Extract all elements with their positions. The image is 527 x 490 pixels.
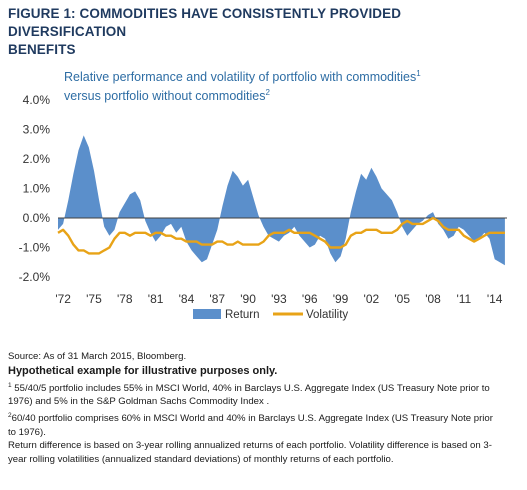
y-tick-label: -1.0%	[19, 241, 51, 255]
x-tick-label: '02	[364, 292, 380, 306]
x-tick-label: '87	[209, 292, 225, 306]
footnote-1-line1: 55/40/5 portfolio includes 55% in MSCI W…	[11, 382, 490, 394]
y-axis-tick-labels: 4.0% 3.0% 2.0% 1.0% 0.0% -1.0% -2.0%	[19, 93, 51, 284]
methodology-line2: year rolling volatilities (annualized st…	[8, 453, 394, 465]
figure-title: FIGURE 1: COMMODITIES HAVE CONSISTENTLY …	[8, 5, 520, 59]
return-area	[58, 135, 505, 266]
x-axis-tick-labels: '72 '75 '78 '81 '84 '87 '90 '93 '96 '99 '02 '05 '08 '…	[55, 292, 502, 306]
source-note: Source: As of 31 March 2015, Bloomberg.	[8, 351, 187, 362]
x-tick-label: '84	[179, 292, 195, 306]
figure-title-line2: BENEFITS	[8, 42, 76, 57]
subtitle-line1: Relative performance and volatility of p…	[64, 70, 417, 85]
y-tick-label: -2.0%	[19, 270, 51, 284]
x-tick-label: '05	[394, 292, 410, 306]
legend-return-swatch	[193, 309, 221, 319]
volatility-line-series	[57, 216, 505, 255]
y-tick-label: 3.0%	[23, 123, 51, 137]
x-tick-label: '78	[117, 292, 133, 306]
subtitle-footnote-1: 1	[416, 69, 421, 78]
footnote-2: 260/40 portfolio comprises 60% in MSCI W…	[8, 409, 520, 426]
y-tick-label: 4.0%	[23, 93, 51, 107]
x-tick-label: '93	[271, 292, 287, 306]
footnote-2-marker: 2	[8, 411, 12, 419]
footnote-1-line2: 1976) and 5% in the S&P Goldman Sachs Co…	[8, 396, 270, 408]
y-tick-label: 0.0%	[23, 211, 51, 225]
footnote-2-line2: to 1976).	[8, 426, 46, 438]
volatility-line	[57, 216, 505, 255]
x-tick-label: '75	[86, 292, 102, 306]
return-area-series	[58, 135, 505, 266]
x-tick-label: '90	[240, 292, 256, 306]
legend-return-label: Return	[225, 309, 260, 321]
footnote-2-line1: 60/40 portfolio comprises 60% in MSCI Wo…	[11, 413, 493, 425]
figure-title-line1: FIGURE 1: COMMODITIES HAVE CONSISTENTLY …	[8, 6, 402, 39]
hypothetical-note: Hypothetical example for illustrative pu…	[8, 364, 278, 377]
x-tick-label: '81	[148, 292, 164, 306]
footnote-1: 1 55/40/5 portfolio includes 55% in MSCI…	[8, 379, 520, 396]
y-tick-label: 2.0%	[23, 152, 51, 166]
chart-legend: Return Volatility	[193, 309, 348, 321]
figure-notes: Source: As of 31 March 2015, Bloomberg. …	[8, 350, 520, 467]
x-tick-label: '08	[425, 292, 441, 306]
subtitle-footnote-2: 2	[265, 88, 270, 98]
relative-performance-chart: 4.0% 3.0% 2.0% 1.0% 0.0% -1.0% -2.0% '72 '75 '78…	[19, 93, 507, 321]
x-tick-label: '14	[487, 292, 503, 306]
x-tick-label: '96	[302, 292, 318, 306]
x-tick-label: '11	[456, 292, 471, 306]
methodology-line1: Return difference is based on 3-year rol…	[8, 440, 492, 452]
x-tick-label: '72	[55, 292, 71, 306]
y-tick-label: 1.0%	[23, 182, 51, 196]
footnote-1-marker: 1	[8, 381, 12, 389]
x-tick-label: '99	[333, 292, 349, 306]
subtitle-line2: versus portfolio without commodities	[64, 89, 266, 104]
chart-subtitle: Relative performance and volatility of p…	[64, 66, 421, 104]
legend-volatility-label: Volatility	[306, 309, 348, 321]
